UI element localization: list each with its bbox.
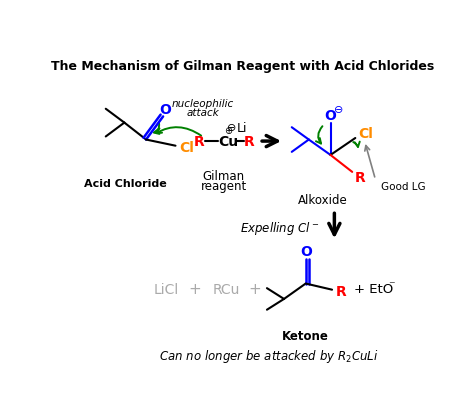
FancyArrowPatch shape (353, 142, 360, 147)
Text: Acid Chloride: Acid Chloride (84, 179, 166, 189)
Text: O: O (159, 102, 172, 116)
Text: attack: attack (186, 107, 219, 118)
Text: Gilman: Gilman (202, 170, 245, 183)
Text: nucleophilic: nucleophilic (172, 98, 234, 108)
Text: reagent: reagent (201, 180, 246, 193)
Text: O: O (300, 244, 311, 259)
FancyArrowPatch shape (154, 124, 159, 135)
Text: +: + (248, 282, 261, 297)
Text: LiCl: LiCl (154, 282, 179, 296)
Text: Cl: Cl (359, 127, 374, 141)
Text: +: + (189, 282, 201, 297)
FancyArrowPatch shape (156, 128, 201, 136)
Text: Good LG: Good LG (381, 181, 426, 191)
Text: R: R (244, 135, 255, 149)
Text: ⊖: ⊖ (227, 123, 236, 133)
Text: ⊖: ⊖ (334, 104, 343, 114)
Text: R: R (336, 285, 346, 299)
Text: Ketone: Ketone (282, 330, 329, 342)
Text: R: R (355, 170, 365, 184)
Text: ⁻: ⁻ (389, 278, 395, 291)
Text: $\it{Expelling\ Cl^-}$: $\it{Expelling\ Cl^-}$ (240, 219, 320, 236)
Text: $\it{Can\ no\ longer\ be\ attacked\ by\ R_2CuLi}$: $\it{Can\ no\ longer\ be\ attacked\ by\ … (159, 347, 378, 364)
Text: + EtO: + EtO (354, 283, 393, 296)
Text: ⊕: ⊕ (224, 126, 232, 136)
Text: O: O (325, 109, 337, 123)
Text: Cl: Cl (179, 141, 194, 155)
Text: The Mechanism of Gilman Reagent with Acid Chlorides: The Mechanism of Gilman Reagent with Aci… (51, 60, 435, 73)
Text: RCu: RCu (212, 282, 239, 296)
Text: Cu: Cu (218, 135, 238, 149)
Text: Li: Li (237, 121, 247, 134)
Text: Alkoxide: Alkoxide (298, 194, 347, 206)
Text: R: R (194, 135, 205, 149)
FancyArrowPatch shape (316, 127, 322, 144)
